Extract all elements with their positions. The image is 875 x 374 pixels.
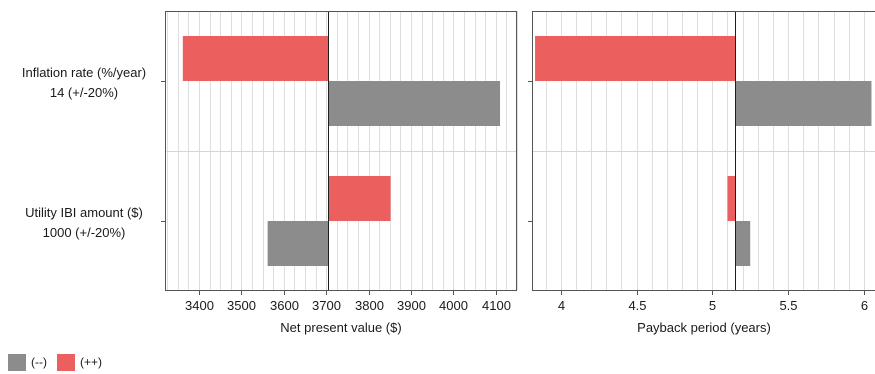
legend-label-plus: (++) [79,355,102,369]
panel-1-x-tick-label: 3500 [227,298,256,313]
panel-1-x-tick-label: 3700 [312,298,341,313]
legend-label-minus: (--) [31,355,47,369]
panel-2-x-tick-label: 5 [709,298,716,313]
legend-swatch-plus [56,353,75,371]
panel-1-x-tick-label: 3600 [270,298,299,313]
panel-2-bar-minus-2 [735,221,751,266]
legend-item-plus: (++) [56,353,102,371]
panel-2-x-tick-label: 6 [861,298,868,313]
category-name: Inflation rate (%/year) [21,65,147,80]
legend-item-minus: (--) [8,353,47,371]
panel-1-frame [165,11,517,291]
category-range: 14 (+/-20%) [49,85,119,100]
category-label-inflation-rate: Inflation rate (%/year) 14 (+/-20%) [4,63,164,103]
legend: (--) (++) [8,353,112,371]
panel-1-x-tick-label: 4000 [439,298,468,313]
category-range: 1000 (+/-20%) [42,225,126,240]
x-axis-title-npv: Net present value ($) [280,320,402,335]
panel-2-frame [532,11,875,291]
category-name: Utility IBI amount ($) [25,205,143,220]
panel-1-x-tick-label: 4100 [482,298,511,313]
panel-1-bar-minus-2 [267,221,329,266]
panel-2-x-tick-label: 5.5 [779,298,797,313]
panel-2-bar-plus-1 [535,36,736,81]
category-label-utility-ibi: Utility IBI amount ($) 1000 (+/-20%) [4,203,164,243]
panel-1-bar-minus-1 [328,81,501,126]
panel-2-x-tick-label: 4.5 [628,298,646,313]
panel-1-x-tick-label: 3800 [355,298,384,313]
x-axis-title-payback: Payback period (years) [637,320,771,335]
panel-1-bar-plus-1 [182,36,329,81]
panel-1-x-tick-label: 3900 [397,298,426,313]
panel-1-x-tick-label: 3400 [185,298,214,313]
panel-2-x-tick-label: 4 [558,298,565,313]
panel-2-bar-plus-2 [727,176,736,221]
legend-swatch-minus [8,353,26,371]
panel-1-bar-plus-2 [328,176,391,221]
panel-2-bar-minus-1 [735,81,872,126]
